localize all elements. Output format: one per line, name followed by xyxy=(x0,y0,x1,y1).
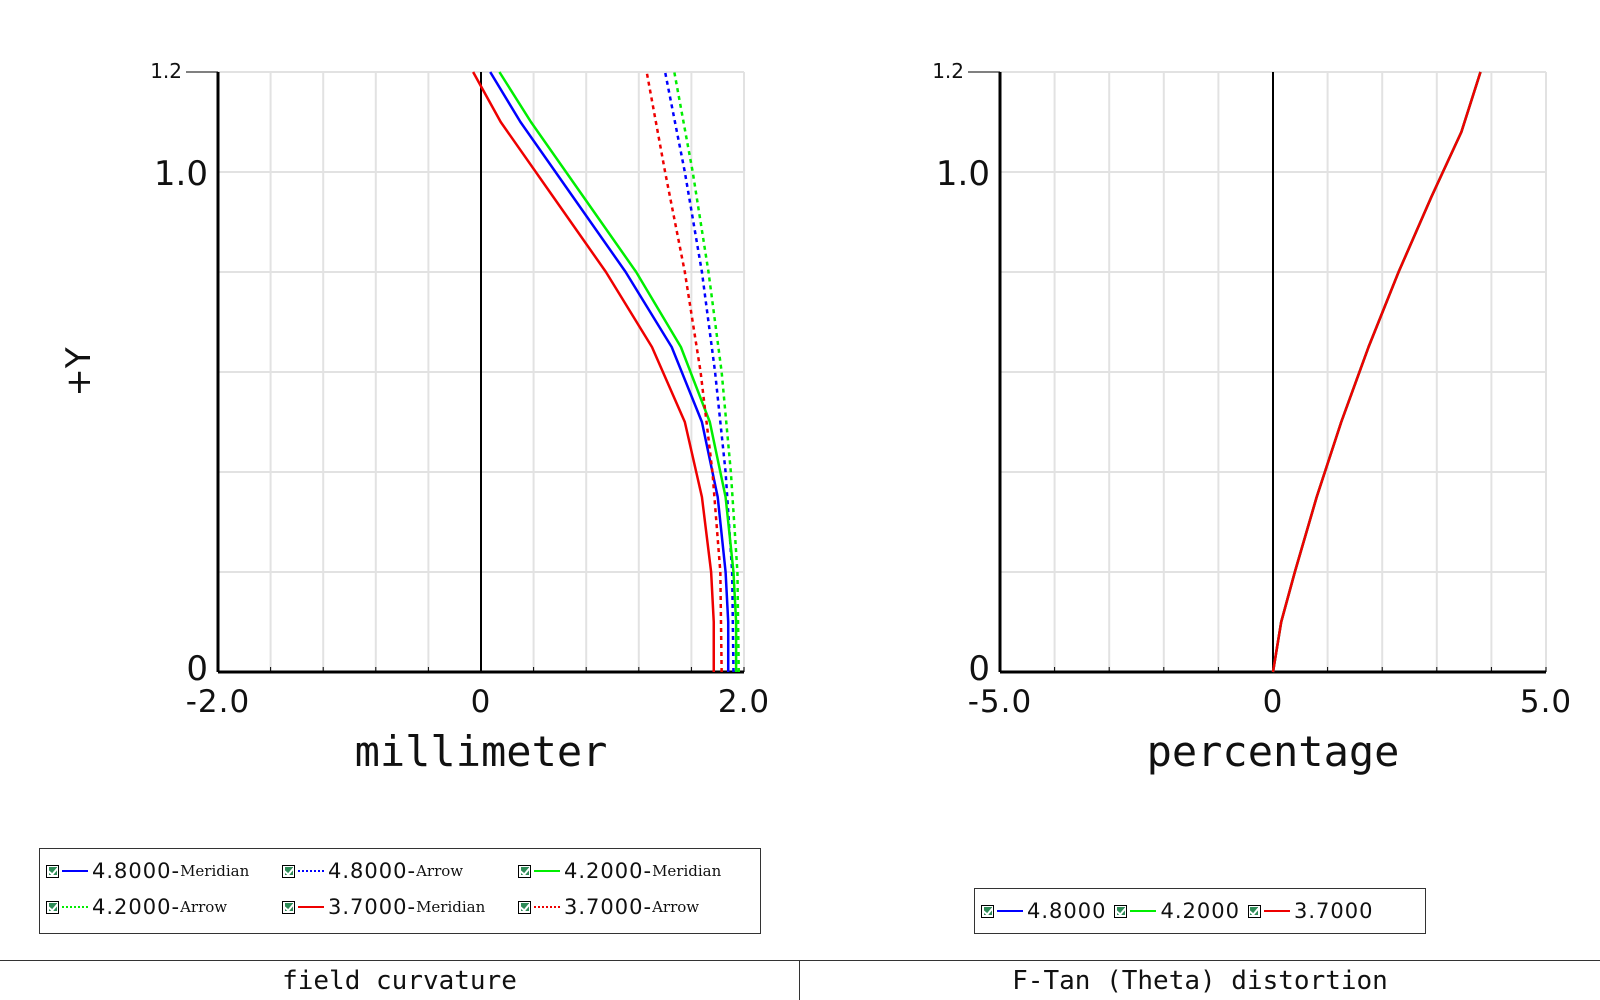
y-tick-label: 0 xyxy=(186,649,208,689)
legend-swatch-icon xyxy=(62,906,88,908)
legend-row: 4.2000- Arrow 3.7000- Meridian 3.7000- Arrow xyxy=(46,889,754,925)
legend-swatch-icon xyxy=(298,870,324,872)
checkbox-checked-icon[interactable] xyxy=(46,864,59,878)
checkbox-checked-icon[interactable] xyxy=(518,864,531,878)
checkbox-checked-icon[interactable] xyxy=(46,900,59,914)
x-tick-label: -2.0 xyxy=(186,684,251,720)
legend-kind: Arrow xyxy=(416,862,464,880)
legend-value: 4.8000 xyxy=(1027,899,1107,923)
legend-value: 4.2000 xyxy=(1160,899,1240,923)
checkbox-checked-icon[interactable] xyxy=(282,864,295,878)
legend-field-curvature: 4.8000- Meridian 4.8000- Arrow 4.2000- Meridi… xyxy=(39,848,761,934)
legend-value: 4.2000- xyxy=(92,895,181,919)
legend-row: 4.8000 4.2000 3.7000 xyxy=(981,893,1419,929)
legend-swatch-icon xyxy=(62,870,88,872)
legend-item: 4.8000- Meridian xyxy=(46,859,282,883)
legend-row: 4.8000- Meridian 4.8000- Arrow 4.2000- Meridi… xyxy=(46,853,754,889)
legend-item: 3.7000 xyxy=(1247,899,1374,923)
legend-value: 3.7000- xyxy=(328,895,417,919)
legend-swatch-icon xyxy=(1130,910,1157,912)
legend-swatch-icon xyxy=(534,870,560,872)
legend-value: 4.8000- xyxy=(328,859,417,883)
legend-value: 4.2000- xyxy=(564,859,653,883)
checkbox-checked-icon[interactable] xyxy=(282,900,295,914)
x-tick-label: 0 xyxy=(471,684,492,720)
legend-item: 4.8000- Arrow xyxy=(282,859,518,883)
legend-value: 3.7000- xyxy=(564,895,653,919)
caption-field-curvature: field curvature xyxy=(0,961,800,1000)
series-line-3-7000-meridian xyxy=(472,71,716,672)
x-axis-label: millimeter xyxy=(355,727,608,776)
series-line-4-8000-meridian xyxy=(489,71,730,672)
y-tick-label: 1.0 xyxy=(936,154,990,194)
checkbox-checked-icon[interactable] xyxy=(1114,904,1128,918)
y-tick-label: 0 xyxy=(968,649,990,689)
legend-value: 3.7000 xyxy=(1293,899,1374,923)
series-line-4-2000-meridian xyxy=(498,71,738,672)
x-axis-label: percentage xyxy=(1147,727,1400,776)
y-tick-label: 1.2 xyxy=(932,59,964,83)
y-tick-label: 1.0 xyxy=(154,154,208,194)
legend-swatch-icon xyxy=(534,906,560,908)
y-tick-label: 1.2 xyxy=(150,59,182,83)
legend-item: 3.7000- Meridian xyxy=(282,895,518,919)
legend-kind: Arrow xyxy=(652,898,700,916)
legend-kind: Arrow xyxy=(180,898,228,916)
legend-item: 4.2000 xyxy=(1114,899,1239,923)
legend-kind: Meridian xyxy=(180,862,250,880)
legend-item: 4.2000- Meridian xyxy=(518,859,748,883)
legend-distortion: 4.8000 4.2000 3.7000 xyxy=(974,888,1426,934)
series-line-3-7000 xyxy=(1271,71,1482,673)
caption-bar: field curvature F-Tan (Theta) distortion xyxy=(0,960,1600,1000)
legend-kind: Meridian xyxy=(652,862,722,880)
legend-swatch-icon xyxy=(1263,910,1290,912)
legend-swatch-icon xyxy=(997,910,1023,912)
legend-item: 4.2000- Arrow xyxy=(46,895,282,919)
caption-distortion: F-Tan (Theta) distortion xyxy=(1012,965,1388,996)
checkbox-checked-icon[interactable] xyxy=(1247,904,1261,918)
x-tick-label: 2.0 xyxy=(718,684,770,720)
x-tick-label: -5.0 xyxy=(968,684,1033,720)
x-tick-label: 5.0 xyxy=(1520,684,1572,720)
x-tick-label: 0 xyxy=(1263,684,1284,720)
y-axis-label: +Y xyxy=(59,347,99,396)
series-line-3-7000-arrow xyxy=(645,71,723,673)
checkbox-checked-icon[interactable] xyxy=(518,900,531,914)
legend-value: 4.8000- xyxy=(92,859,181,883)
checkbox-checked-icon[interactable] xyxy=(981,904,994,918)
legend-item: 3.7000- Arrow xyxy=(518,895,748,919)
legend-kind: Meridian xyxy=(416,898,486,916)
legend-swatch-icon xyxy=(298,906,324,908)
legend-item: 4.8000 xyxy=(981,899,1106,923)
